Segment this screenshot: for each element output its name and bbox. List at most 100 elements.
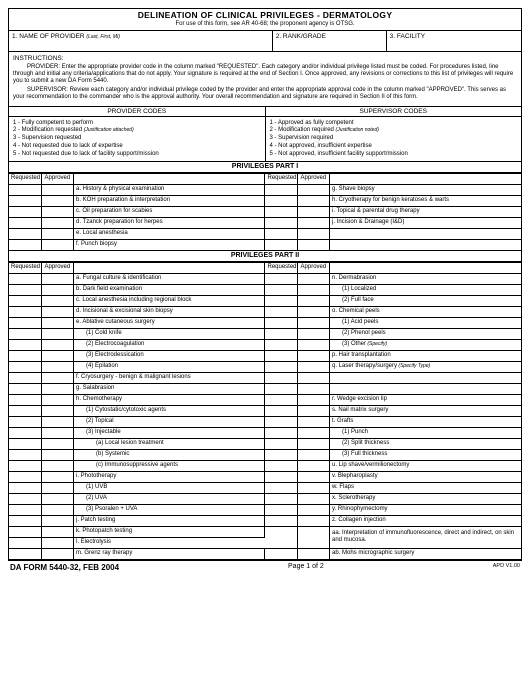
app-cell[interactable]: [297, 184, 329, 195]
app-cell[interactable]: [41, 449, 73, 460]
app-cell[interactable]: [297, 471, 329, 482]
app-cell[interactable]: [297, 206, 329, 217]
req-cell[interactable]: [9, 515, 41, 526]
req-cell[interactable]: [9, 394, 41, 405]
app-cell[interactable]: [41, 228, 73, 239]
app-cell[interactable]: [297, 405, 329, 416]
req-cell[interactable]: [265, 526, 297, 548]
req-cell[interactable]: [9, 427, 41, 438]
field-rank-grade[interactable]: 2. RANK/GRADE: [273, 31, 387, 51]
app-cell[interactable]: [297, 372, 329, 383]
app-cell[interactable]: [297, 504, 329, 515]
app-cell[interactable]: [297, 273, 329, 284]
app-cell[interactable]: [41, 405, 73, 416]
app-cell[interactable]: [41, 339, 73, 350]
req-cell[interactable]: [265, 217, 297, 228]
app-cell[interactable]: [41, 217, 73, 228]
app-cell[interactable]: [41, 206, 73, 217]
app-cell[interactable]: [41, 493, 73, 504]
app-cell[interactable]: [41, 239, 73, 250]
req-cell[interactable]: [265, 383, 297, 394]
req-cell[interactable]: [9, 239, 41, 250]
app-cell[interactable]: [297, 317, 329, 328]
req-cell[interactable]: [265, 361, 297, 372]
app-cell[interactable]: [41, 526, 73, 537]
app-cell[interactable]: [41, 383, 73, 394]
req-cell[interactable]: [265, 206, 297, 217]
req-cell[interactable]: [265, 228, 297, 239]
app-cell[interactable]: [297, 548, 329, 559]
app-cell[interactable]: [41, 504, 73, 515]
field-facility[interactable]: 3. FACILITY: [387, 31, 521, 51]
req-cell[interactable]: [265, 416, 297, 427]
req-cell[interactable]: [9, 504, 41, 515]
req-cell[interactable]: [265, 394, 297, 405]
req-cell[interactable]: [265, 515, 297, 526]
field-provider-name[interactable]: 1. NAME OF PROVIDER (Last, First, MI): [9, 31, 273, 51]
req-cell[interactable]: [265, 284, 297, 295]
req-cell[interactable]: [265, 482, 297, 493]
app-cell[interactable]: [41, 482, 73, 493]
req-cell[interactable]: [265, 449, 297, 460]
app-cell[interactable]: [41, 515, 73, 526]
req-cell[interactable]: [265, 195, 297, 206]
req-cell[interactable]: [9, 350, 41, 361]
app-cell[interactable]: [41, 328, 73, 339]
req-cell[interactable]: [9, 306, 41, 317]
app-cell[interactable]: [41, 537, 73, 548]
req-cell[interactable]: [9, 460, 41, 471]
app-cell[interactable]: [41, 284, 73, 295]
app-cell[interactable]: [297, 438, 329, 449]
app-cell[interactable]: [41, 438, 73, 449]
req-cell[interactable]: [265, 184, 297, 195]
app-cell[interactable]: [297, 482, 329, 493]
app-cell[interactable]: [41, 317, 73, 328]
app-cell[interactable]: [297, 383, 329, 394]
req-cell[interactable]: [265, 438, 297, 449]
app-cell[interactable]: [41, 195, 73, 206]
req-cell[interactable]: [9, 295, 41, 306]
req-cell[interactable]: [9, 471, 41, 482]
req-cell[interactable]: [9, 284, 41, 295]
app-cell[interactable]: [297, 350, 329, 361]
app-cell[interactable]: [297, 284, 329, 295]
req-cell[interactable]: [265, 548, 297, 559]
req-cell[interactable]: [9, 372, 41, 383]
app-cell[interactable]: [297, 394, 329, 405]
app-cell[interactable]: [297, 515, 329, 526]
req-cell[interactable]: [265, 306, 297, 317]
app-cell[interactable]: [297, 526, 329, 548]
req-cell[interactable]: [265, 350, 297, 361]
app-cell[interactable]: [297, 195, 329, 206]
req-cell[interactable]: [9, 206, 41, 217]
req-cell[interactable]: [265, 273, 297, 284]
req-cell[interactable]: [265, 339, 297, 350]
req-cell[interactable]: [265, 295, 297, 306]
req-cell[interactable]: [9, 493, 41, 504]
req-cell[interactable]: [9, 184, 41, 195]
app-cell[interactable]: [297, 217, 329, 228]
app-cell[interactable]: [41, 361, 73, 372]
req-cell[interactable]: [265, 460, 297, 471]
app-cell[interactable]: [41, 427, 73, 438]
req-cell[interactable]: [9, 449, 41, 460]
app-cell[interactable]: [41, 471, 73, 482]
app-cell[interactable]: [297, 493, 329, 504]
req-cell[interactable]: [9, 273, 41, 284]
req-cell[interactable]: [265, 471, 297, 482]
req-cell[interactable]: [9, 416, 41, 427]
req-cell[interactable]: [9, 328, 41, 339]
req-cell[interactable]: [9, 361, 41, 372]
req-cell[interactable]: [265, 504, 297, 515]
app-cell[interactable]: [41, 460, 73, 471]
app-cell[interactable]: [41, 548, 73, 559]
req-cell[interactable]: [9, 405, 41, 416]
app-cell[interactable]: [297, 361, 329, 372]
req-cell[interactable]: [9, 383, 41, 394]
app-cell[interactable]: [297, 239, 329, 250]
app-cell[interactable]: [297, 339, 329, 350]
req-cell[interactable]: [265, 493, 297, 504]
app-cell[interactable]: [297, 416, 329, 427]
app-cell[interactable]: [41, 416, 73, 427]
req-cell[interactable]: [9, 438, 41, 449]
